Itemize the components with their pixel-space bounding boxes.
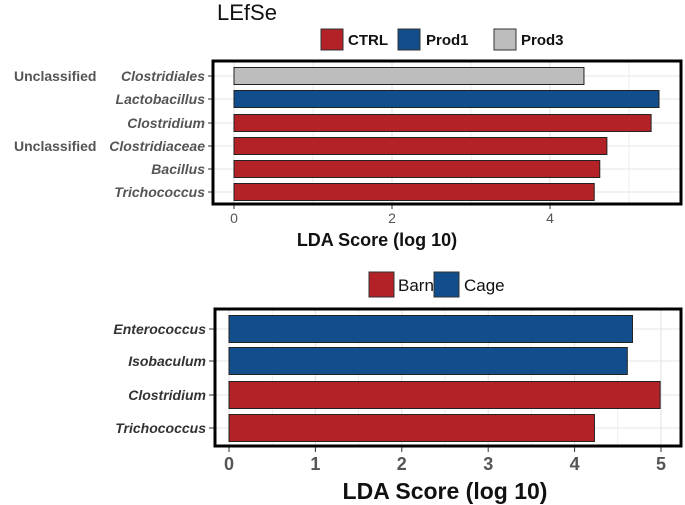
y-tick-label: Clostridiaceae xyxy=(109,138,205,154)
legend-label-ctrl: CTRL xyxy=(348,32,388,49)
y-tick-label: Bacillus xyxy=(151,161,205,177)
panel-border-bottom xyxy=(213,307,683,448)
panel-border-top xyxy=(211,59,683,206)
x-axis-label-bottom: LDA Score (log 10) xyxy=(343,478,548,504)
bar-trichococcus xyxy=(233,183,595,201)
legend-swatch-prod3 xyxy=(493,28,517,51)
x-tick-label: 0 xyxy=(230,210,238,226)
y-tick-label: Isobaculum xyxy=(128,353,206,369)
x-tick-label: 5 xyxy=(656,454,666,474)
y-tick-label: Enterococcus xyxy=(113,321,206,337)
x-tick-label: 0 xyxy=(224,454,234,474)
x-tick-label: 4 xyxy=(570,454,580,474)
x-tick-label: 1 xyxy=(310,454,320,474)
bar-clostridium xyxy=(228,381,661,409)
x-axis-label-top: LDA Score (log 10) xyxy=(297,230,457,250)
y-tick-label-prefix: Unclassified xyxy=(14,138,96,154)
x-tick-label: 4 xyxy=(546,210,554,226)
chart-title: LEfSe xyxy=(217,0,277,25)
legend-label-prod3: Prod3 xyxy=(521,32,564,49)
legend-swatch-prod1 xyxy=(397,28,421,51)
x-tick-label: 2 xyxy=(397,454,407,474)
bar-bacillus xyxy=(233,160,601,178)
legend-swatch-ctrl xyxy=(320,28,344,51)
y-tick-label: Clostridium xyxy=(128,387,206,403)
legend-bottom: Barn Cage xyxy=(368,271,505,298)
legend-swatch-barn xyxy=(368,271,395,298)
legend-top: CTRL Prod1 Prod3 xyxy=(320,28,564,51)
y-tick-label-prefix: Unclassified xyxy=(14,68,96,84)
y-tick-label: Clostridiales xyxy=(121,68,205,84)
plot-panel-top: Clostridiales Unclassified Lactobacillus Cl… xyxy=(14,59,683,226)
legend-label-barn: Barn xyxy=(398,276,434,295)
y-tick-label: Trichococcus xyxy=(115,420,206,436)
bar-isobaculum xyxy=(228,347,628,375)
bar-clostridiales xyxy=(233,67,585,85)
y-tick-label: Clostridium xyxy=(127,115,205,131)
legend-label-prod1: Prod1 xyxy=(426,32,469,49)
bar-clostridium xyxy=(233,114,652,132)
bar-clostridiaceae xyxy=(233,137,608,155)
bar-lactobacillus xyxy=(233,90,660,108)
legend-label-cage: Cage xyxy=(464,276,505,295)
y-tick-label: Lactobacillus xyxy=(116,91,206,107)
y-tick-label: Trichococcus xyxy=(114,184,205,200)
bar-enterococcus xyxy=(228,315,633,343)
x-tick-label: 2 xyxy=(388,210,396,226)
x-tick-label: 3 xyxy=(483,454,493,474)
legend-swatch-cage xyxy=(433,271,460,298)
bar-trichococcus xyxy=(228,414,595,442)
plot-panel-bottom: Enterococcus Isobaculum Clostridium Trichoc… xyxy=(113,307,683,474)
